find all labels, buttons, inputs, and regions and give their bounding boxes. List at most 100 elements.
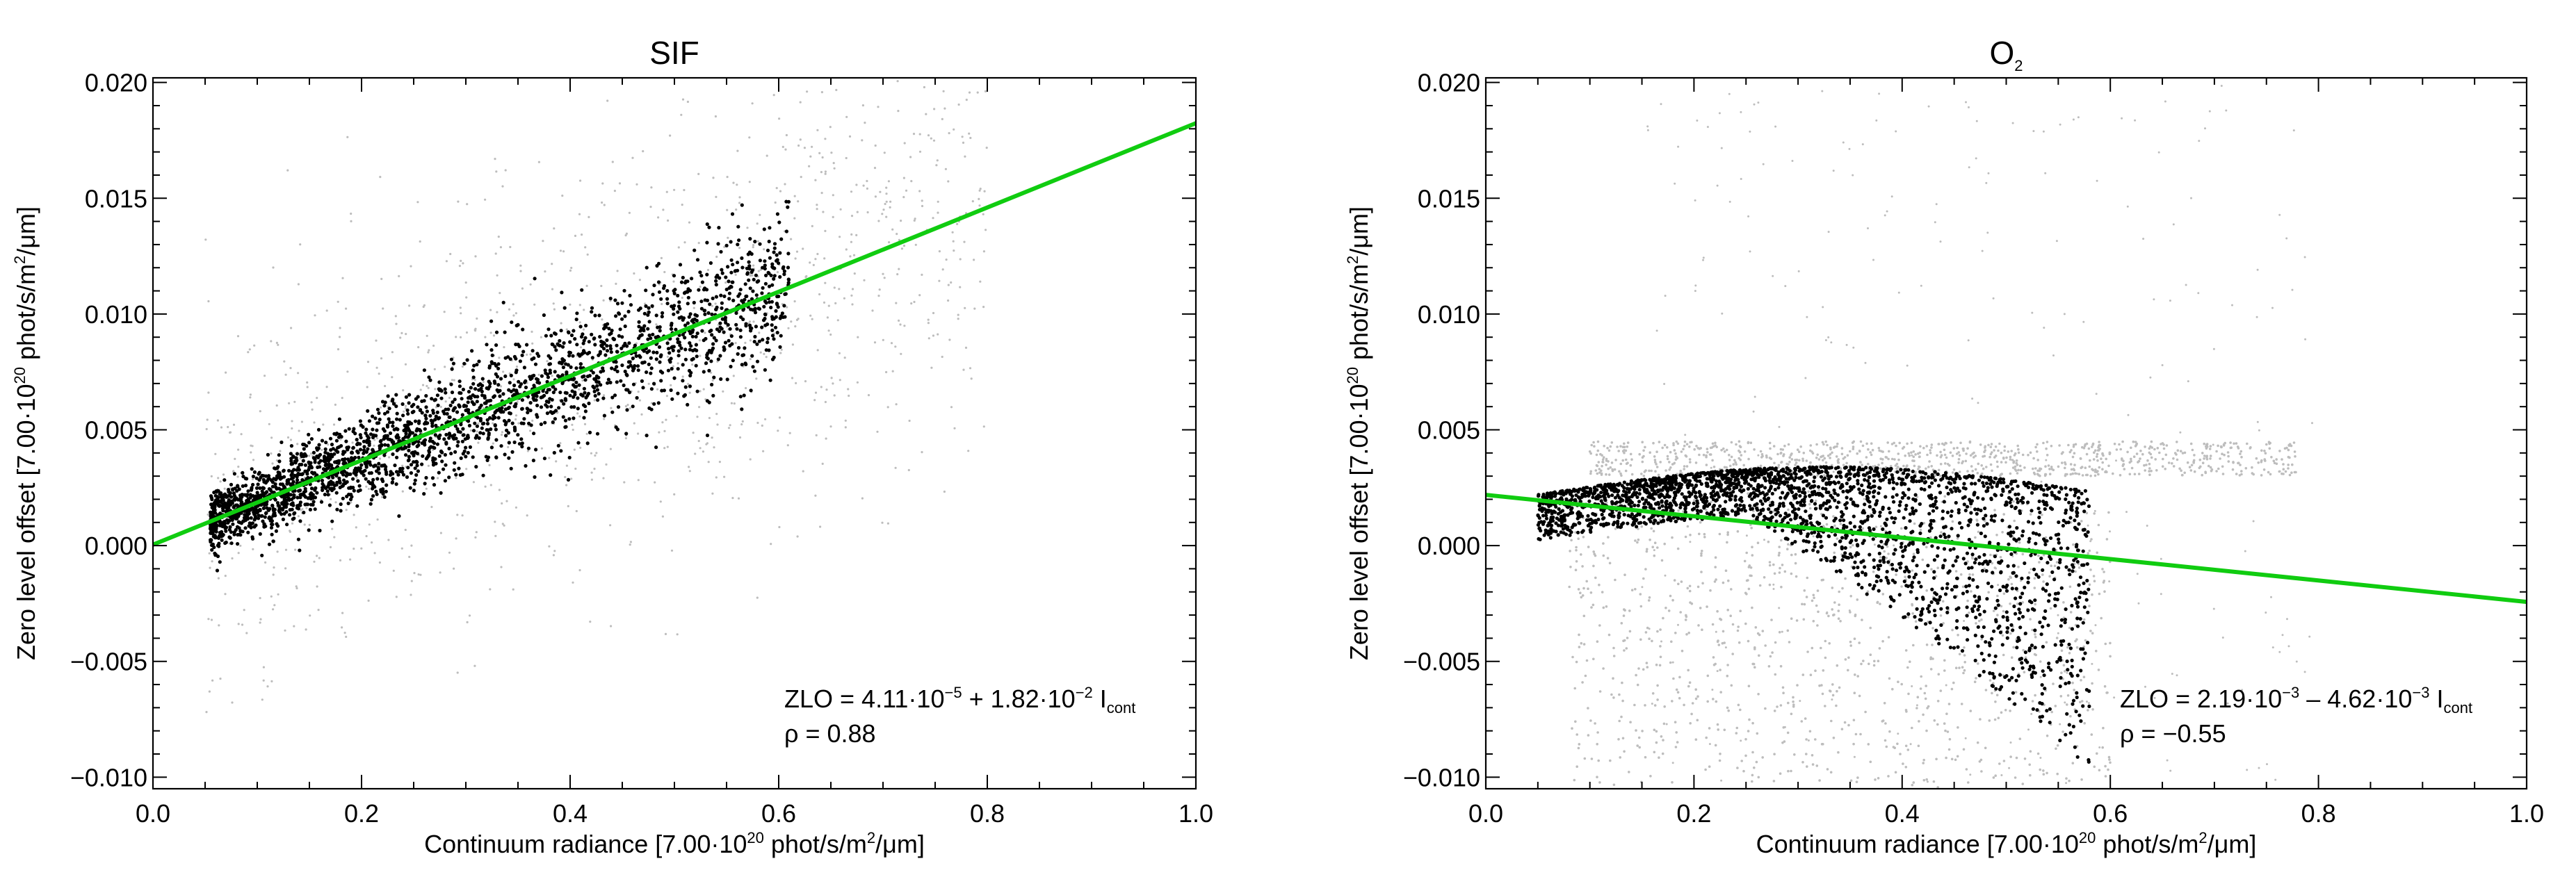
- sif-outlier-point: [802, 247, 804, 250]
- o2-outlier-point: [2060, 671, 2063, 674]
- sif-main-point: [282, 484, 286, 489]
- sif-main-point: [261, 506, 266, 511]
- o2-outlier-point: [2091, 593, 2093, 596]
- sif-main-point: [693, 313, 697, 317]
- sif-main-point: [775, 302, 779, 306]
- sif-main-point: [646, 337, 650, 341]
- o2-outlier-point: [2287, 455, 2290, 459]
- sif-outlier-point: [759, 351, 762, 354]
- o2-outlier-point: [2074, 570, 2077, 573]
- sif-outlier-point: [286, 169, 289, 172]
- o2-outlier-point: [1809, 673, 1813, 676]
- o2-outlier-point: [1582, 614, 1586, 618]
- sif-main-point: [678, 306, 682, 311]
- sif-main-point: [658, 354, 663, 359]
- sif-outlier-point: [585, 432, 588, 435]
- o2-outlier-point: [1776, 452, 1779, 456]
- sif-y-tick-label: 0.015: [85, 184, 147, 213]
- sif-main-point: [243, 476, 248, 481]
- sif-outlier-point: [764, 418, 767, 420]
- sif-main-point: [359, 463, 364, 467]
- o2-outlier-point: [1683, 440, 1687, 443]
- sif-outlier-point: [499, 385, 503, 388]
- sif-main-point: [640, 361, 645, 365]
- sif-outlier-point: [231, 557, 234, 560]
- o2-outlier-point: [1854, 732, 1858, 736]
- sif-outlier-point: [938, 279, 941, 282]
- sif-main-point: [734, 322, 738, 327]
- sif-outlier-point: [896, 233, 898, 236]
- sif-outlier-point: [300, 509, 302, 511]
- o2-outlier-point: [2230, 446, 2233, 449]
- sif-main-point: [676, 310, 680, 314]
- sif-outlier-point: [740, 423, 743, 426]
- sif-main-point: [770, 334, 775, 338]
- sif-outlier-point: [786, 306, 788, 309]
- sif-outlier-point: [368, 523, 371, 526]
- sif-outlier-point: [571, 423, 574, 426]
- sif-main-point: [626, 309, 631, 313]
- sif-main-point: [406, 411, 410, 416]
- sif-main-point: [300, 492, 304, 496]
- o2-outlier-point: [1929, 452, 1932, 454]
- sif-main-point: [489, 348, 494, 352]
- sif-outlier-point: [881, 213, 884, 215]
- o2-outlier-point: [2148, 470, 2150, 473]
- sif-main-point: [232, 472, 236, 476]
- sif-outlier-point: [637, 432, 640, 435]
- sif-outlier-point: [663, 429, 666, 433]
- o2-outlier-point: [2003, 449, 2006, 452]
- sif-outlier-point: [345, 307, 348, 310]
- sif-main-point: [486, 428, 490, 432]
- o2-outlier-point: [1991, 451, 1993, 454]
- o2-outlier-point: [1887, 552, 1890, 555]
- sif-main-point: [561, 366, 566, 370]
- sif-outlier-point: [252, 459, 255, 461]
- o2-outlier-point: [1966, 470, 1969, 473]
- o2-outlier-point: [1666, 454, 1669, 458]
- sif-outlier-point: [205, 711, 208, 714]
- sif-outlier-point: [223, 487, 226, 490]
- sif-main-point: [222, 492, 227, 497]
- sif-outlier-point: [419, 240, 421, 243]
- sif-main-point: [590, 332, 594, 336]
- sif-main-point: [296, 537, 300, 541]
- sif-main-point: [667, 358, 672, 362]
- o2-outlier-point: [2019, 468, 2023, 472]
- o2-outlier-point: [2134, 445, 2137, 448]
- o2-outlier-point: [1642, 454, 1645, 458]
- sif-outlier-point: [291, 427, 293, 430]
- o2-outlier-point: [1939, 463, 1943, 466]
- o2-outlier-point: [2189, 469, 2193, 472]
- sif-main-point: [606, 381, 610, 385]
- o2-outlier-point: [1737, 641, 1741, 644]
- sif-outlier-point: [594, 454, 597, 457]
- o2-outlier-point: [1629, 464, 1633, 467]
- sif-outlier-point: [501, 523, 504, 525]
- sif-main-point: [722, 345, 726, 350]
- o2-outlier-point: [1925, 644, 1929, 646]
- o2-outlier-point: [1609, 445, 1612, 448]
- sif-main-point: [467, 396, 471, 400]
- sif-outlier-point: [982, 213, 985, 215]
- sif-outlier-point: [484, 485, 487, 488]
- o2-outlier-point: [1706, 448, 1709, 450]
- sif-outlier-point: [982, 250, 985, 253]
- sif-main-point: [416, 443, 421, 448]
- sif-main-point: [580, 288, 584, 292]
- sif-outlier-point: [516, 400, 519, 403]
- sif-outlier-point: [738, 247, 741, 249]
- sif-main-point: [782, 269, 786, 273]
- sif-main-point: [316, 446, 321, 450]
- o2-outlier-point: [2132, 440, 2135, 443]
- o2-outlier-point: [2015, 469, 2018, 472]
- o2-outlier-point: [1937, 468, 1941, 472]
- sif-main-point: [273, 507, 277, 511]
- o2-outlier-point: [2154, 458, 2157, 461]
- sif-main-point: [442, 411, 446, 416]
- sif-main-point: [375, 428, 379, 432]
- sif-outlier-point: [426, 334, 428, 337]
- sif-outlier-point: [575, 509, 578, 513]
- sif-main-point: [765, 248, 770, 252]
- sif-main-point: [492, 395, 496, 400]
